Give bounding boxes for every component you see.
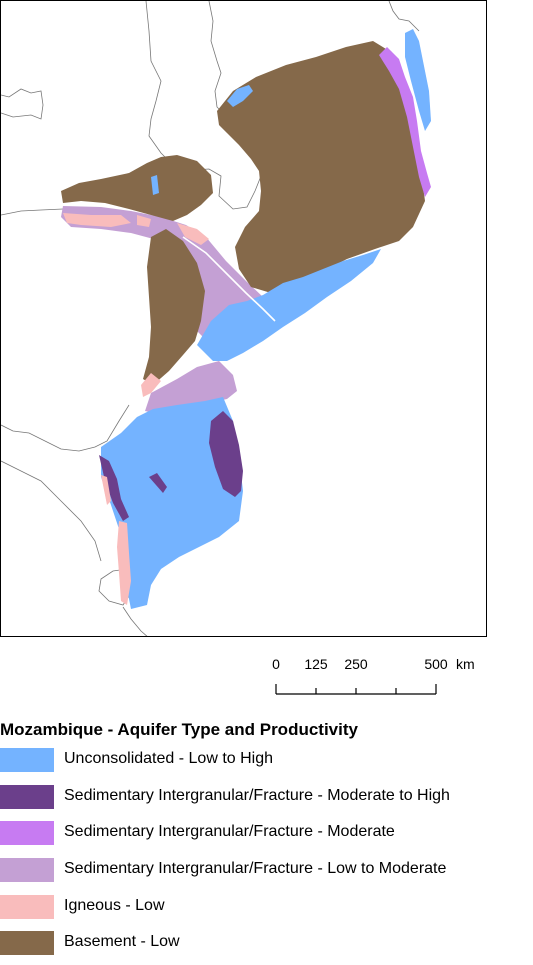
legend-swatch (0, 748, 54, 772)
legend-label: Sedimentary Intergranular/Fracture - Mod… (64, 823, 395, 841)
aquifer-map (1, 1, 431, 636)
legend-swatch (0, 821, 54, 846)
legend-swatch (0, 858, 54, 883)
unconsolidated-areas (101, 29, 431, 609)
legend-label: Unconsolidated - Low to High (64, 750, 274, 767)
legend-item-sedimentary-moderate-high: Sedimentary Intergranular/Fracture - Mod… (0, 782, 533, 819)
legend-swatch (0, 784, 54, 809)
legend-item-sedimentary-low-moderate: Sedimentary Intergranular/Fracture - Low… (0, 855, 533, 892)
scale-bar-ruler (275, 684, 437, 695)
map-frame (0, 0, 487, 637)
legend-item-unconsolidated: Unconsolidated - Low to High (0, 745, 533, 782)
scale-tick-label: 0 (272, 656, 280, 672)
scale-bar: 0 125 250 500 km (270, 656, 500, 702)
legend-label: Sedimentary Intergranular/Fracture - Low… (64, 860, 447, 878)
river-line (182, 236, 276, 322)
legend-label: Basement - Low (64, 933, 180, 951)
scale-tick-label: 500 (424, 656, 448, 672)
scale-tick-label: 250 (344, 656, 368, 672)
sedimentary-moderate-high-areas (99, 411, 243, 521)
legend-item-sedimentary-moderate: Sedimentary Intergranular/Fracture - Mod… (0, 818, 533, 855)
scale-tick-label: 125 (304, 656, 328, 672)
legend-item-igneous-low: Igneous - Low (0, 892, 533, 929)
scale-unit: km (456, 656, 475, 672)
legend-title: Mozambique - Aquifer Type and Productivi… (0, 720, 358, 739)
sedimentary-moderate-areas (379, 47, 431, 197)
legend-swatch (0, 931, 54, 956)
igneous-low-areas (63, 213, 209, 605)
basement-areas (61, 41, 425, 385)
legend-item-basement-low: Basement - Low (0, 928, 533, 965)
legend-swatch (0, 894, 54, 919)
legend-label: Igneous - Low (64, 896, 165, 914)
legend-label: Sedimentary Intergranular/Fracture - Mod… (64, 786, 450, 804)
legend: Mozambique - Aquifer Type and Productivi… (0, 720, 533, 965)
